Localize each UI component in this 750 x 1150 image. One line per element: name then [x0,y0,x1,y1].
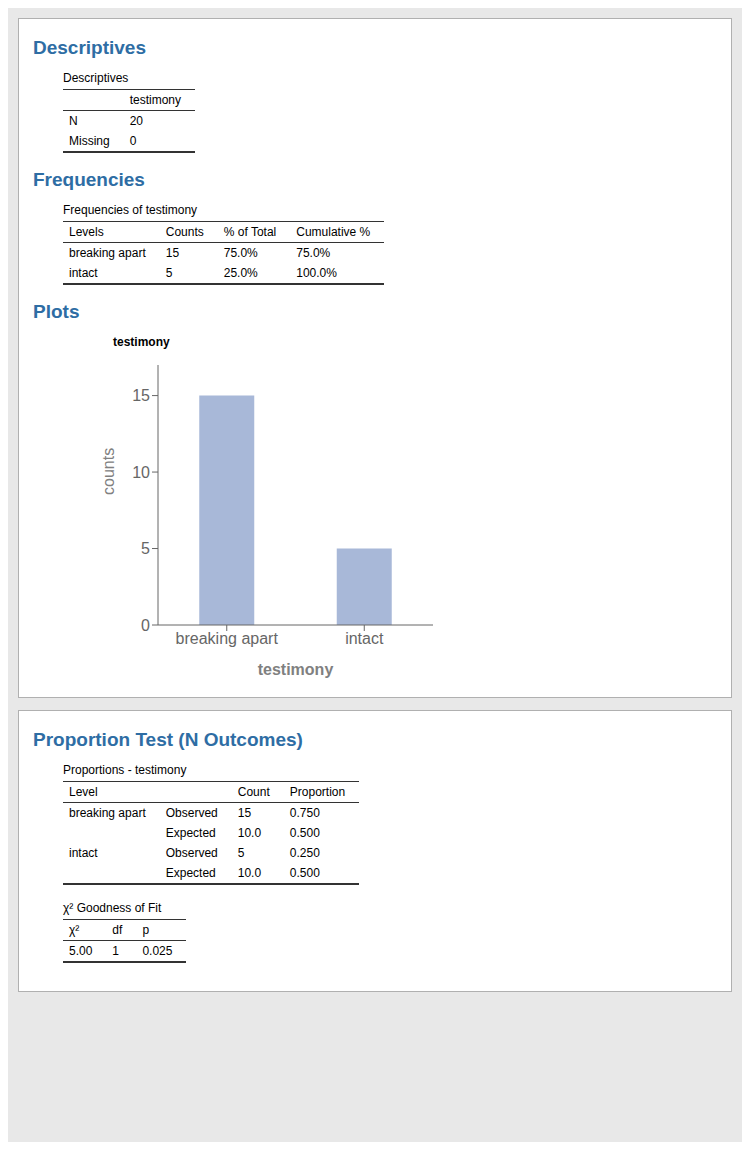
html-text:Expected: Expected [165,826,216,840]
svg-text:intact: intact [345,630,384,647]
html-text:testimony: testimony [129,93,181,107]
html-text:0.750: 0.750 [289,806,320,820]
html-text:15: 15 [165,246,180,260]
html-text:100.0%: 100.0% [296,266,337,280]
html-text:5: 5 [237,846,245,860]
html-text:Plots: Plots [33,301,80,322]
html-text:5: 5 [165,266,173,280]
svg-text:15: 15 [132,387,150,404]
html-text:Observed: Observed [165,806,218,820]
html-text:0.025: 0.025 [142,944,173,958]
html-text:testimony: testimony [113,335,170,349]
svg-text:testimony: testimony [258,661,334,678]
html-text:25.0%: 25.0% [223,266,258,280]
html-text:Proportion: Proportion [289,785,346,799]
html-text:breaking apart: breaking apart [69,806,146,820]
html-text:Level: Level [69,785,98,799]
html-text:0.500: 0.500 [289,866,320,880]
html-text:p: p [142,923,150,937]
html-text:% of Total: % of Total [223,225,277,239]
svg-text:5: 5 [141,540,150,557]
svg-text:breaking apart: breaking apart [176,630,279,647]
html-text:df: df [112,923,123,937]
html-text:75.0%: 75.0% [296,246,331,260]
html-text:intact: intact [69,846,98,860]
html-text:intact: intact [69,266,98,280]
html-text:20: 20 [129,114,143,128]
html-text:Proportion Test (N Outcomes): Proportion Test (N Outcomes) [33,729,303,750]
html-text:5.00: 5.00 [69,944,93,958]
html-text:0.500: 0.500 [289,826,320,840]
html-text:10.0: 10.0 [237,826,262,840]
html-text:Counts: Counts [165,225,204,239]
svg-text:10: 10 [132,464,150,481]
html-text:75.0%: 75.0% [223,246,258,260]
html-text:breaking apart: breaking apart [69,246,146,260]
html-text:Frequencies of testimony: Frequencies of testimony [63,203,198,217]
html-text:10.0: 10.0 [237,866,262,880]
html-text:N: N [69,114,78,128]
html-text:0.250: 0.250 [289,846,320,860]
html-text:Descriptives: Descriptives [33,37,146,58]
html-text:Frequencies: Frequencies [33,169,145,190]
html-text:Descriptives: Descriptives [63,71,129,85]
html-text:Expected: Expected [165,866,216,880]
svg-text:counts: counts [100,448,117,495]
html-text:15: 15 [237,806,252,820]
html-text:1: 1 [112,944,119,958]
svg-text:0: 0 [141,617,150,634]
html-text:χ²: χ² [69,923,80,937]
html-text:Cumulative %: Cumulative % [296,225,371,239]
html-text:Proportions - testimony: Proportions - testimony [63,763,187,777]
html-text:0: 0 [129,134,137,148]
html-text:Count: Count [237,785,270,799]
html-text:Observed: Observed [165,846,218,860]
html-text:Levels: Levels [69,225,104,239]
html-text:χ² Goodness of Fit: χ² Goodness of Fit [63,901,162,915]
html-text:Missing: Missing [69,134,110,148]
